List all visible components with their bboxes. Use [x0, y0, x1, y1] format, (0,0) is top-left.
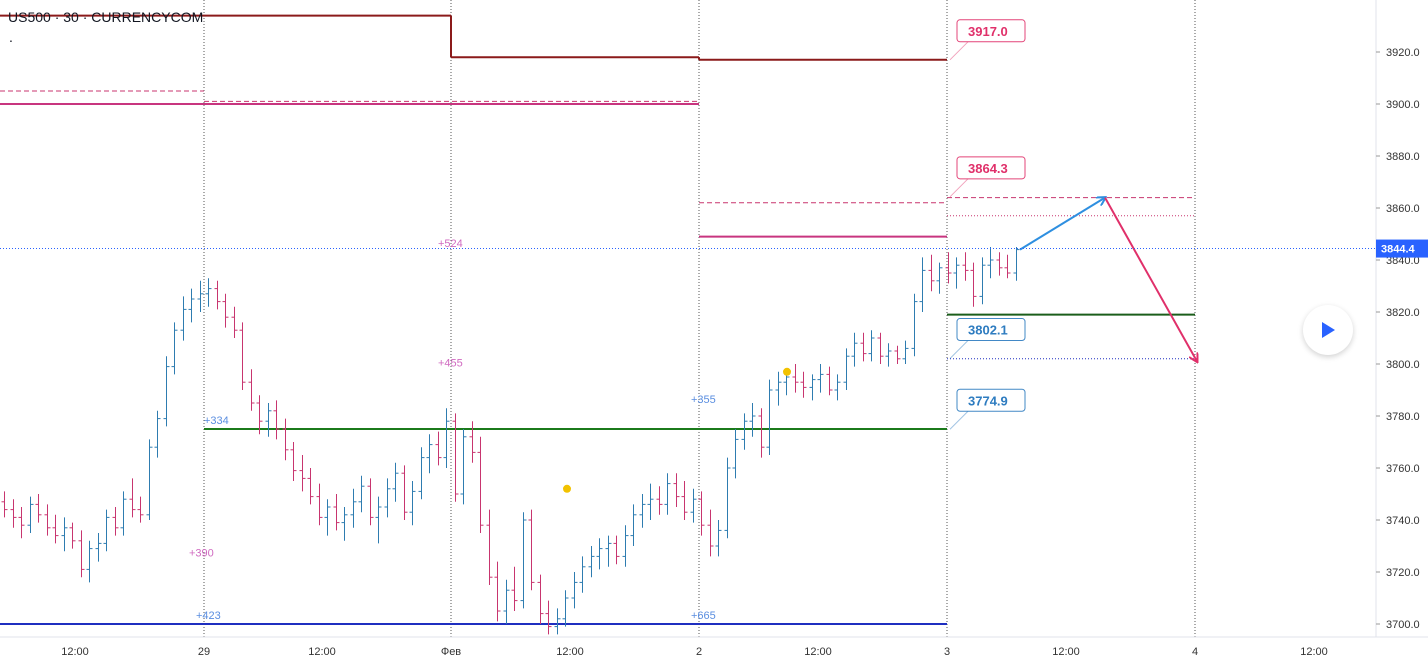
time-tick-label: 12:00	[61, 646, 89, 658]
callout-box	[956, 318, 1026, 342]
change-annotation: +524	[438, 238, 463, 250]
time-tick-label: 2	[696, 646, 702, 658]
signal-dot	[783, 367, 791, 376]
callout-box	[956, 156, 1026, 180]
callout-box	[956, 388, 1026, 412]
price-callout[interactable]: 3864.3	[949, 156, 1026, 198]
change-annotation: +355	[691, 394, 716, 406]
price-bars	[1, 247, 1020, 635]
time-tick-label: 29	[198, 646, 210, 658]
price-tick-label: 3900.0	[1386, 99, 1420, 111]
time-tick-label: 12:00	[804, 646, 832, 658]
forecast-arrows[interactable]	[1019, 197, 1197, 362]
time-tick-label: Фев	[441, 646, 461, 658]
change-annotation: +334	[204, 415, 229, 427]
callout-pointer	[949, 340, 969, 359]
callout-box	[956, 19, 1026, 43]
symbol-title[interactable]: US500 · 30 · CURRENCYCOM	[8, 9, 204, 25]
callout-label: 3917.0	[968, 24, 1008, 39]
price-callout[interactable]: 3802.1	[949, 318, 1026, 359]
symbol-subtitle: .	[9, 29, 13, 45]
time-tick-label: 12:00	[1052, 646, 1080, 658]
signal-dot	[563, 484, 571, 493]
price-tick-label: 3820.0	[1386, 307, 1420, 319]
time-tick-label: 3	[944, 646, 950, 658]
price-tick-label: 3720.0	[1386, 567, 1420, 579]
change-annotations: +524 +455 +390 +355 +423 +665 +334	[189, 238, 716, 622]
price-tick-label: 3880.0	[1386, 151, 1420, 163]
price-tick-label: 3780.0	[1386, 411, 1420, 423]
vertical-grid	[203, 0, 1196, 637]
callout-pointer	[949, 178, 969, 198]
current-price-badge	[1376, 239, 1428, 258]
play-icon	[1322, 322, 1335, 338]
price-callouts[interactable]: 3917.0 3864.3 3802.1 3774.9	[949, 19, 1026, 430]
price-tick-label: 3760.0	[1386, 463, 1420, 475]
price-scale-bg	[1376, 0, 1428, 660]
time-tick-label: 12:00	[556, 646, 584, 658]
forecast-arrow	[1104, 197, 1197, 362]
chart-markers	[563, 367, 791, 493]
price-tick-label: 3800.0	[1386, 359, 1420, 371]
forecast-arrow	[1019, 198, 1105, 251]
price-tick-label: 3860.0	[1386, 203, 1420, 215]
callout-label: 3774.9	[968, 393, 1008, 408]
change-annotation: +390	[189, 547, 214, 559]
callout-label: 3802.1	[968, 323, 1008, 338]
time-tick-label: 4	[1192, 646, 1198, 658]
current-price-label: 3844.4	[1381, 244, 1416, 256]
price-tick-label: 3840.0	[1386, 255, 1420, 267]
price-callout[interactable]: 3917.0	[949, 19, 1026, 61]
change-annotation: +423	[196, 610, 221, 622]
change-annotation: +455	[438, 358, 463, 370]
level-lines	[0, 14, 1195, 625]
time-tick-label: 12:00	[1300, 646, 1328, 658]
price-tick-label: 3740.0	[1386, 515, 1420, 527]
change-annotation: +665	[691, 610, 716, 622]
price-callout[interactable]: 3774.9	[949, 388, 1026, 430]
time-tick-label: 12:00	[308, 646, 336, 658]
callout-pointer	[949, 410, 969, 430]
callout-pointer	[949, 41, 969, 61]
price-tick-label: 3700.0	[1386, 619, 1420, 631]
play-button[interactable]	[1303, 305, 1353, 355]
callout-label: 3864.3	[968, 161, 1008, 176]
price-tick-label: 3920.0	[1386, 47, 1420, 59]
